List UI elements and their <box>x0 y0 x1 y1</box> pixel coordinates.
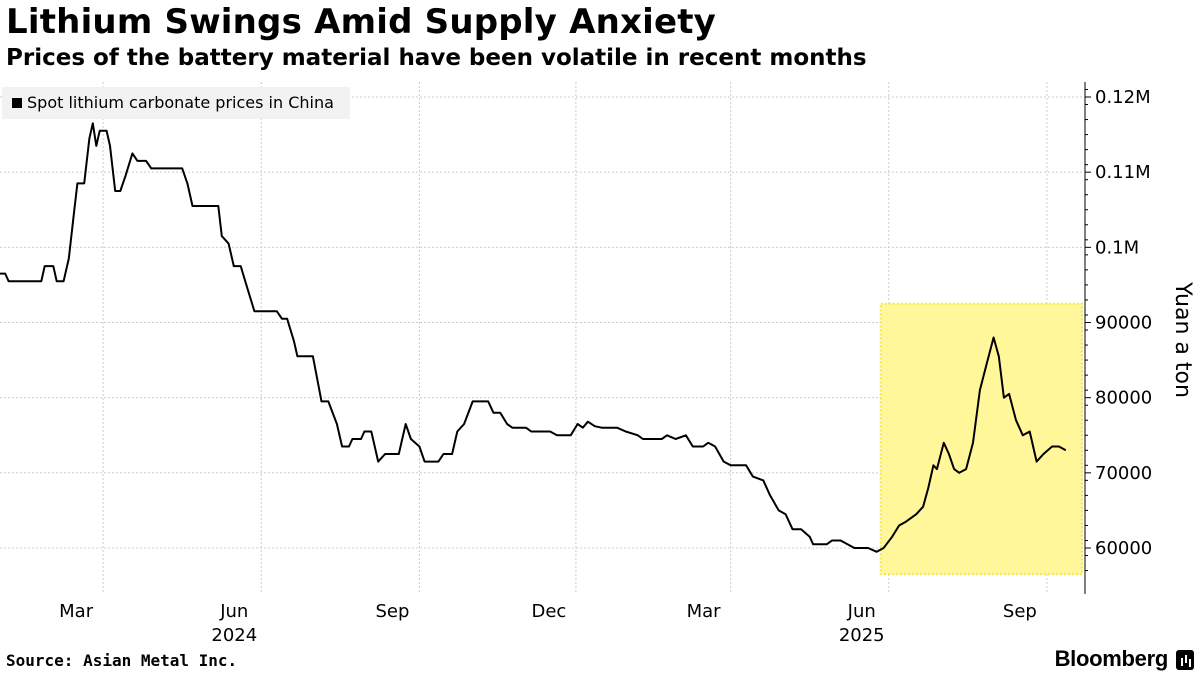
x-year-label: 2024 <box>211 625 257 646</box>
price-series-line <box>0 122 1067 553</box>
y-tick-label: 60000 <box>1095 538 1152 559</box>
legend: Spot lithium carbonate prices in China <box>2 87 350 119</box>
bloomberg-icon <box>1176 650 1194 670</box>
chart-subtitle: Prices of the battery material have been… <box>6 45 867 71</box>
axis-labels: 60000 70000 80000 90000 0.1M 0.11M 0.12M Mar Jun… <box>59 87 1152 646</box>
legend-label: Spot lithium carbonate prices in China <box>27 93 334 112</box>
y-tick-label: 70000 <box>1095 463 1152 484</box>
x-tick-label: Jun <box>219 601 248 622</box>
highlight-band <box>879 302 1083 576</box>
x-tick-label: Jun <box>847 601 876 622</box>
y-tick-label: 0.12M <box>1095 87 1151 108</box>
x-tick-label: Sep <box>375 601 409 622</box>
y-tick-label: 0.11M <box>1095 162 1151 183</box>
x-tick-label: Sep <box>1003 601 1037 622</box>
brand-logo: Bloomberg <box>1054 646 1169 671</box>
legend-swatch <box>12 98 22 108</box>
axes <box>1084 82 1091 594</box>
chart-title: Lithium Swings Amid Supply Anxiety <box>6 2 717 42</box>
y-tick-label: 0.1M <box>1095 237 1139 258</box>
x-tick-label: Mar <box>687 601 722 622</box>
y-tick-label: 80000 <box>1095 388 1152 409</box>
y-tick-label: 90000 <box>1095 313 1152 334</box>
y-axis-title: Yuan a ton <box>1170 281 1195 398</box>
x-tick-label: Dec <box>531 601 566 622</box>
x-year-label: 2025 <box>839 625 885 646</box>
x-tick-label: Mar <box>59 601 94 622</box>
source-note: Source: Asian Metal Inc. <box>6 651 238 670</box>
